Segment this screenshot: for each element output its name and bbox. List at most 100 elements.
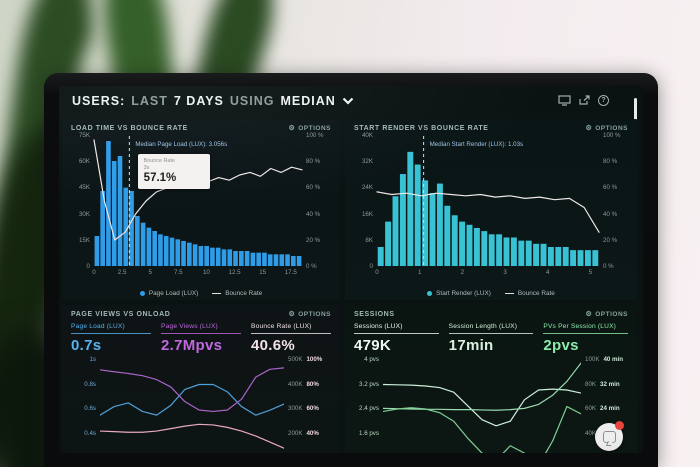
metric-session-length-lux[interactable]: Session Length (LUX) 17min xyxy=(448,323,534,354)
y-axis-right: 500K 100% 400K 80% 300K 60% 200K 40% xyxy=(288,356,332,437)
y-axis-label-pair: 60K 24 min xyxy=(585,405,620,413)
x-axis-tick: 0 xyxy=(375,269,379,276)
y-axis-label: 16K xyxy=(361,210,373,218)
chart-tooltip: Bounce Rate 3s 57.1% xyxy=(137,154,210,190)
metric-sessions-lux[interactable]: Sessions (LUX) 479K xyxy=(354,323,439,354)
metric-label: Bounce Rate (LUX) xyxy=(251,323,312,330)
dashboard-screen: USERS: LAST 7 DAYS USING MEDIAN ? xyxy=(59,86,643,453)
metric-underline xyxy=(161,333,241,334)
x-axis: 0 1 2 3 4 5 xyxy=(375,269,599,278)
x-axis-tick: 5 xyxy=(148,269,152,276)
metric-label: Session Length (LUX) xyxy=(448,323,518,330)
y-axis-label: 0.6s xyxy=(84,405,96,413)
display-icon[interactable] xyxy=(558,95,571,106)
sessions-chart xyxy=(383,360,581,453)
header-median-label: MEDIAN xyxy=(280,94,336,108)
metric-value: 2pvs xyxy=(543,337,579,354)
y-axis-label: 3.2 pvs xyxy=(359,380,379,388)
y-axis-label-pair: 400K 80% xyxy=(288,380,319,388)
y-axis-label: 15K xyxy=(78,236,90,244)
header-days-label: 7 DAYS xyxy=(173,94,224,108)
chat-widget-button[interactable] xyxy=(595,421,624,451)
y-axis-label-pair: 40K xyxy=(585,429,597,437)
metric-underline xyxy=(543,333,629,334)
metric-page-views-lux[interactable]: Page Views (LUX) 2.7Mpvs xyxy=(161,323,241,354)
y-axis-left: 1s 0.8s 0.6s 0.4s xyxy=(70,356,96,437)
y-axis-left: 40K 32K 24K 16K 8K 0 xyxy=(353,132,373,270)
y-axis-label: 2.4 pvs xyxy=(359,405,379,413)
y-axis-label: 100 % xyxy=(306,132,324,139)
y-axis-label: 0 xyxy=(86,262,90,270)
x-axis-tick: 1 xyxy=(417,269,422,276)
page-views-chart xyxy=(100,360,284,453)
options-button[interactable]: ⚙ OPTIONS xyxy=(585,310,628,319)
median-annotation: Median Start Render (LUX): 1.03s xyxy=(429,141,524,148)
x-axis-tick: 0 xyxy=(92,269,96,276)
y-axis-label-pair: 80K 32 min xyxy=(585,380,620,388)
y-axis-label: 60K xyxy=(78,158,90,166)
y-axis-label: 0.8s xyxy=(84,380,96,388)
metric-bounce-rate-lux[interactable]: Bounce Rate (LUX) 40.6% xyxy=(251,323,331,354)
panel-title: LOAD TIME VS BOUNCE RATE xyxy=(71,124,188,132)
metric-value: 479K xyxy=(354,337,392,354)
panel-title: START RENDER VS BOUNCE RATE xyxy=(354,124,489,132)
metric-label: Page Load (LUX) xyxy=(71,323,125,330)
metric-underline xyxy=(448,333,534,334)
tooltip-x: 3s xyxy=(143,164,150,171)
metric-underline xyxy=(71,333,151,334)
y-axis-label: 1s xyxy=(89,356,96,363)
metric-value: 40.6% xyxy=(251,337,296,354)
metric-row: Sessions (LUX) 479K Session Length (LUX) 17… xyxy=(345,318,637,356)
options-button[interactable]: ⚙ OPTIONS xyxy=(288,124,331,133)
y-axis-label: 60 % xyxy=(603,184,618,192)
scrollbar[interactable] xyxy=(634,98,637,133)
y-axis-right: 100 % 80 % 60 % 40 % 20 % 0 % xyxy=(306,132,332,270)
y-axis-label-pair: 500K 100% xyxy=(288,356,323,363)
timeframe-dropdown[interactable]: USERS: LAST 7 DAYS USING MEDIAN xyxy=(72,94,354,108)
legend-line xyxy=(504,293,514,294)
laptop: USERS: LAST 7 DAYS USING MEDIAN ? xyxy=(44,73,658,467)
y-axis-label: 30K xyxy=(78,210,90,218)
legend-page-load[interactable]: Page Load (LUX) xyxy=(139,290,198,297)
help-icon[interactable]: ? xyxy=(598,95,609,106)
y-axis-label: 40 % xyxy=(306,210,321,218)
x-axis-tick: 5 xyxy=(588,269,593,276)
options-button[interactable]: ⚙ OPTIONS xyxy=(288,310,331,319)
y-axis-label: 100 % xyxy=(603,132,621,139)
legend-line xyxy=(212,293,222,294)
y-axis-label: 0 % xyxy=(603,262,614,270)
legend-dot xyxy=(427,291,433,296)
panel-title: PAGE VIEWS VS ONLOAD xyxy=(71,310,171,318)
metric-value: 17min xyxy=(448,337,494,354)
y-axis-label: 24K xyxy=(361,184,373,192)
notification-badge xyxy=(615,421,624,430)
panel-load-time: LOAD TIME VS BOUNCE RATE ⚙ OPTIONS 75K 60K… xyxy=(62,119,340,300)
gear-icon: ⚙ xyxy=(585,311,593,318)
load-time-chart: Median Page Load (LUX): 3.056s Bounce Ra… xyxy=(94,136,302,266)
x-axis-tick: 3 xyxy=(503,269,507,276)
y-axis-label: 20 % xyxy=(603,236,618,244)
start-render-chart: Median Start Render (LUX): 1.03s xyxy=(377,136,599,266)
share-icon[interactable] xyxy=(578,95,591,106)
metric-page-load-lux[interactable]: Page Load (LUX) 0.7s xyxy=(71,323,151,354)
x-axis: 0 2.5 5 7.5 10 12.5 15 17.5 xyxy=(92,269,302,278)
metric-value: 0.7s xyxy=(71,337,102,354)
y-axis-label-pair: 100K 40 min xyxy=(585,356,624,363)
x-axis-tick: 2 xyxy=(460,269,465,276)
legend-bounce-rate[interactable]: Bounce Rate xyxy=(504,290,555,297)
x-axis-tick: 10 xyxy=(202,269,210,276)
metric-label: Page Views (LUX) xyxy=(161,323,218,330)
tooltip-value: 57.1% xyxy=(143,172,177,185)
legend-bounce-rate[interactable]: Bounce Rate xyxy=(212,290,262,297)
legend-start-render[interactable]: Start Render (LUX) xyxy=(427,290,491,297)
y-axis-left: 4 pvs 3.2 pvs 2.4 pvs 1.6 pvs xyxy=(353,356,379,437)
y-axis-label-pair: 200K 40% xyxy=(288,429,319,437)
x-axis-tick: 15 xyxy=(259,269,267,276)
metric-label: PVs Per Session (LUX) xyxy=(543,323,617,330)
y-axis-right: 100 % 80 % 60 % 40 % 20 % 0 % xyxy=(603,132,629,270)
metric-pvs-per-session-lux[interactable]: PVs Per Session (LUX) 2pvs xyxy=(543,323,629,354)
options-button[interactable]: ⚙ OPTIONS xyxy=(585,124,628,133)
y-axis-label: 80 % xyxy=(603,158,618,166)
chat-bubble-icon xyxy=(602,431,616,443)
panel-page-views: PAGE VIEWS VS ONLOAD ⚙ OPTIONS Page Load … xyxy=(62,305,340,453)
